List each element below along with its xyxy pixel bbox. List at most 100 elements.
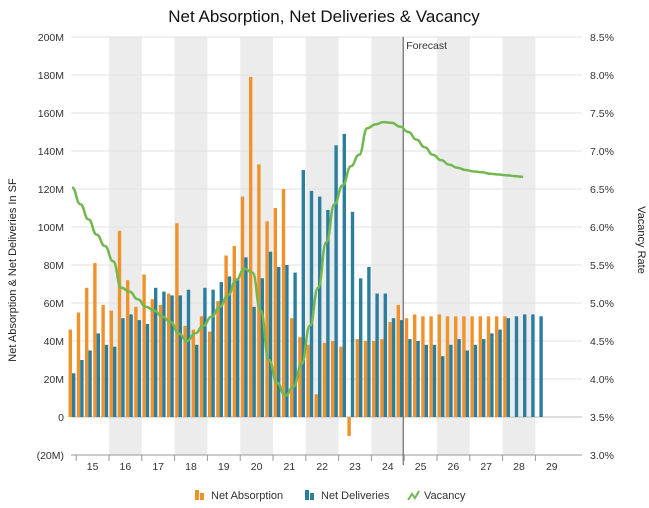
net-deliveries-bar xyxy=(424,344,428,417)
bar-series xyxy=(68,76,543,436)
x-tick-label: 19 xyxy=(218,461,230,473)
net-absorption-bar xyxy=(199,316,204,417)
x-tick-label: 17 xyxy=(152,461,164,473)
legend-label: Net Absorption xyxy=(211,490,283,502)
net-absorption-bar xyxy=(158,304,163,417)
net-deliveries-bar xyxy=(154,287,158,417)
net-absorption-bar xyxy=(486,316,491,417)
x-tick-label: 25 xyxy=(415,461,427,473)
x-tick-label: 18 xyxy=(185,461,197,473)
net-deliveries-bar xyxy=(309,190,314,417)
net-deliveries-bar xyxy=(318,196,322,417)
legend-vacancy: Vacancy xyxy=(407,490,466,502)
left-tick-label: 160M xyxy=(38,108,64,120)
net-absorption-bar xyxy=(454,316,458,417)
net-deliveries-bar xyxy=(96,333,100,417)
net-absorption-bar xyxy=(339,346,343,417)
net-absorption-bar xyxy=(257,164,261,417)
left-axis-title: Net Absorption & Net Deliveries In SF xyxy=(7,178,19,362)
net-absorption-bar xyxy=(388,322,392,417)
net-absorption-bar xyxy=(306,344,310,417)
legend-net-absorption: Net Absorption xyxy=(195,490,283,502)
net-deliveries-bar xyxy=(531,314,535,417)
legend-swatch xyxy=(195,490,199,500)
x-tick-label: 24 xyxy=(382,461,394,473)
net-deliveries-bar xyxy=(186,289,191,417)
net-deliveries-bar xyxy=(408,339,412,417)
net-deliveries-bar xyxy=(441,356,445,417)
x-tick-label: 16 xyxy=(120,461,132,473)
net-absorption-bar xyxy=(109,310,113,417)
x-tick-label: 28 xyxy=(513,461,525,473)
net-deliveries-bar xyxy=(145,323,150,417)
left-axis-ticks: (20M) 0 20M 40M 60M 80M 100M 120M 140M 160M 180M 20… xyxy=(37,32,65,462)
x-tick-label: 26 xyxy=(448,461,460,473)
net-deliveries-bar xyxy=(277,266,281,417)
net-deliveries-bar xyxy=(514,316,519,417)
net-absorption-bar xyxy=(273,208,277,417)
net-deliveries-bar xyxy=(285,265,289,417)
left-tick-label: 80M xyxy=(44,260,64,272)
net-absorption-bar xyxy=(68,329,72,417)
left-tick-label: 60M xyxy=(44,298,64,310)
net-absorption-bar xyxy=(240,196,245,417)
right-tick-label: 5.0% xyxy=(590,298,614,310)
x-tick-label: 20 xyxy=(251,461,263,473)
forecast-marker: Forecast xyxy=(402,37,447,465)
net-deliveries-bar xyxy=(375,293,379,417)
net-deliveries-bar xyxy=(104,344,109,417)
left-tick-label: 40M xyxy=(44,336,64,348)
left-tick-label: 140M xyxy=(38,146,64,158)
net-deliveries-bar xyxy=(342,133,346,417)
net-absorption-bar xyxy=(76,312,81,417)
net-absorption-bar xyxy=(380,339,384,417)
right-tick-label: 8.5% xyxy=(590,32,614,44)
net-absorption-bar xyxy=(298,337,302,417)
net-absorption-bar xyxy=(126,280,130,417)
net-deliveries-bar xyxy=(227,276,232,417)
net-absorption-bar xyxy=(167,293,171,417)
net-deliveries-bar xyxy=(432,344,437,417)
net-deliveries-bar xyxy=(473,344,478,417)
net-absorption-bar xyxy=(93,263,97,417)
net-deliveries-bar xyxy=(498,329,502,417)
legend-swatch xyxy=(305,490,309,500)
net-absorption-bar xyxy=(191,329,195,417)
net-deliveries-bar xyxy=(252,306,256,417)
net-deliveries-bar xyxy=(137,320,141,417)
net-absorption-bar xyxy=(134,306,138,417)
net-deliveries-bar xyxy=(350,211,355,417)
x-tick-label: 29 xyxy=(546,461,558,473)
net-deliveries-bar xyxy=(170,295,174,417)
net-deliveries-bar xyxy=(457,339,461,417)
left-tick-label: 0 xyxy=(58,412,64,424)
net-absorption-bar xyxy=(404,318,409,417)
net-deliveries-bar xyxy=(383,293,387,417)
net-absorption-bar xyxy=(470,316,474,417)
right-tick-label: 4.5% xyxy=(590,336,614,348)
net-deliveries-bar xyxy=(359,278,363,417)
net-absorption-bar xyxy=(437,314,441,417)
net-deliveries-bar xyxy=(400,320,404,417)
vacancy-line-layer xyxy=(71,120,524,397)
x-tick-label: 15 xyxy=(87,461,99,473)
legend: Net Absorption Net Deliveries Vacancy xyxy=(195,490,466,502)
net-absorption-bar xyxy=(117,230,122,417)
net-absorption-bar xyxy=(208,331,212,417)
net-absorption-bar xyxy=(478,316,482,417)
net-deliveries-bar xyxy=(195,344,199,417)
net-deliveries-bar xyxy=(219,282,223,417)
net-deliveries-bar xyxy=(293,272,297,417)
net-absorption-bar xyxy=(314,394,318,417)
net-deliveries-bar xyxy=(129,314,133,417)
net-deliveries-bar xyxy=(236,278,240,417)
net-absorption-bar xyxy=(495,316,499,417)
net-absorption-bar xyxy=(175,223,179,417)
net-deliveries-bar xyxy=(465,350,469,417)
right-axis-title: Vacancy Rate xyxy=(635,206,647,274)
left-tick-label: 180M xyxy=(38,70,64,82)
net-deliveries-bar xyxy=(490,333,494,417)
left-tick-label: 120M xyxy=(38,184,64,196)
net-deliveries-bar xyxy=(268,251,273,417)
